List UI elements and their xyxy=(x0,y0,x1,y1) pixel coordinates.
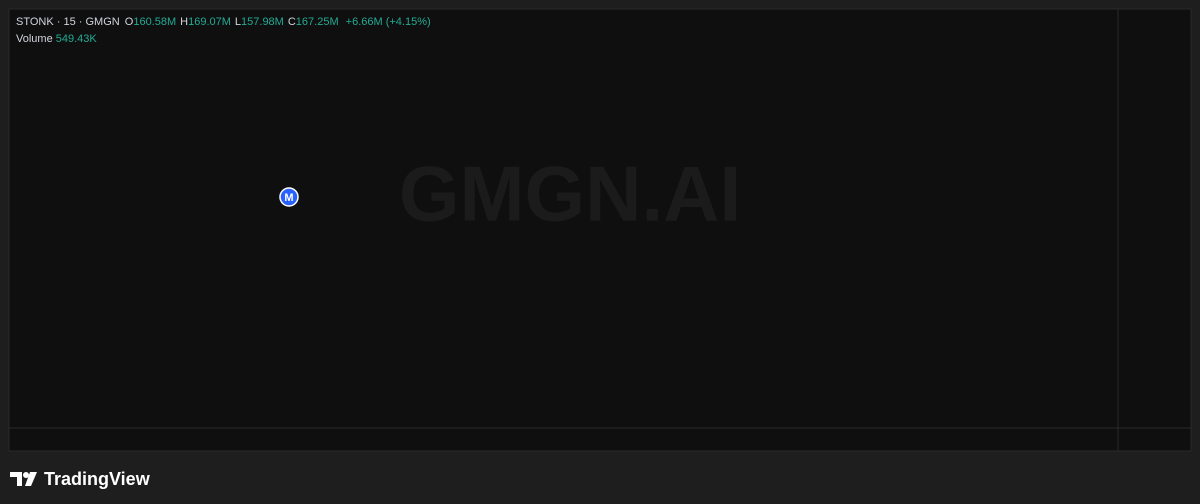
event-marker[interactable] xyxy=(279,187,299,207)
brand-name: TradingView xyxy=(44,468,150,489)
volume-title: Volume xyxy=(16,33,53,45)
volume-value: 549.43K xyxy=(55,33,97,45)
brand-logo[interactable]: TradingView xyxy=(10,466,150,492)
legend-row: STONK · 15 · GMGN O160.58M H169.07M L157.9… xyxy=(16,14,431,31)
logo-icon xyxy=(10,472,37,486)
legend-row: Volume 549.43K xyxy=(16,31,431,48)
chart-pane xyxy=(8,8,1192,452)
symbol: STONK · 15 · GMGN xyxy=(16,16,120,28)
legend: STONK · 15 · GMGN O160.58M H169.07M L157.9… xyxy=(16,14,431,48)
ohlc-value: 157.98M xyxy=(241,16,284,28)
ohlc-key: H xyxy=(180,16,189,28)
watermark: GMGN.AI xyxy=(399,150,741,238)
ohlc-key: O xyxy=(124,16,134,28)
ohlc-value: 169.07M xyxy=(188,16,231,28)
ohlc: O160.58M H169.07M L157.98M C167.25M xyxy=(123,16,339,28)
change: +6.66M (+4.15%) xyxy=(345,16,431,28)
event-marker-label[interactable]: M xyxy=(284,192,293,204)
ohlc-key: L xyxy=(234,16,242,28)
ohlc-value: 160.58M xyxy=(133,16,177,28)
ohlc-key: C xyxy=(287,16,296,28)
ohlc-value: 167.25M xyxy=(295,16,339,28)
